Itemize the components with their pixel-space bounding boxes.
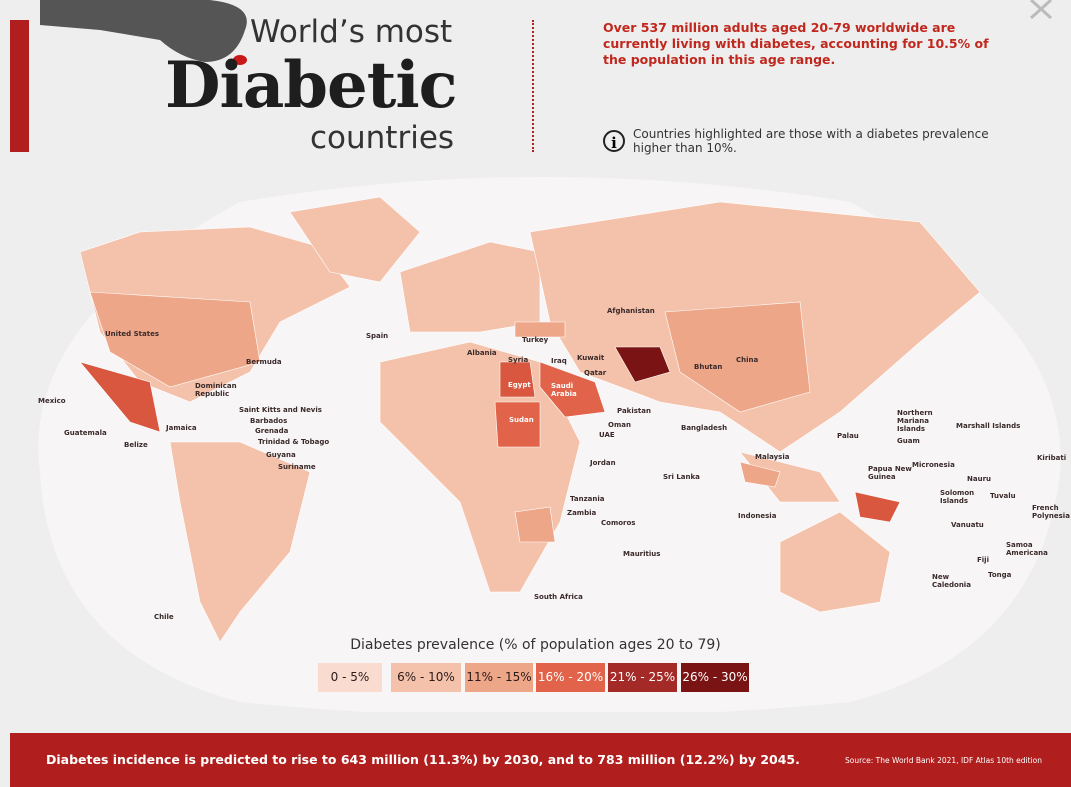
- country-label: Saudi Arabia: [551, 382, 577, 398]
- country-label: New Caledonia: [932, 573, 971, 589]
- title-main: Diabetic: [165, 48, 458, 123]
- country-label: Turkey: [522, 336, 549, 344]
- title-top: World’s most: [250, 14, 453, 50]
- country-label: Samoa Americana: [1006, 541, 1048, 557]
- country-label: Palau: [837, 432, 859, 440]
- country-label: Kuwait: [577, 354, 605, 362]
- country-label: Suriname: [278, 463, 316, 471]
- country-label: Nauru: [967, 475, 992, 483]
- country-label: Bhutan: [694, 363, 723, 371]
- close-icon[interactable]: [1025, 0, 1071, 22]
- country-label: Micronesia: [912, 461, 955, 469]
- country-label: Tonga: [988, 571, 1012, 579]
- divider: [532, 20, 534, 152]
- country-label: Syria: [508, 356, 529, 364]
- country-label: United States: [105, 330, 159, 338]
- country-label: Pakistan: [617, 407, 651, 415]
- country-label: Guatemala: [64, 429, 107, 437]
- country-label: Bangladesh: [681, 424, 728, 432]
- note-text: Countries highlighted are those with a d…: [633, 127, 989, 155]
- country-label: Grenada: [255, 427, 289, 435]
- country-label: Belize: [124, 441, 148, 449]
- country-label: Guyana: [266, 451, 296, 459]
- legend-item: 16% - 20%: [536, 663, 605, 692]
- country-label: Marshall Islands: [956, 422, 1021, 430]
- country-label: Tuvalu: [990, 492, 1016, 500]
- legend-item: 0 - 5%: [318, 663, 382, 692]
- country-label: Jamaica: [166, 424, 197, 432]
- footer-text: Diabetes incidence is predicted to rise …: [46, 752, 800, 767]
- country-label: Tanzania: [570, 495, 605, 503]
- hand-image: [40, 0, 247, 65]
- country-label: Solomon Islands: [940, 489, 975, 505]
- country-label: Northern Mariana Islands: [897, 409, 933, 433]
- info-icon: i: [603, 130, 625, 152]
- legend-item: 26% - 30%: [681, 663, 749, 692]
- legend-item: 21% - 25%: [608, 663, 677, 692]
- country-label: Zambia: [567, 509, 597, 517]
- country-label: Albania: [467, 349, 497, 357]
- country-label: Qatar: [584, 369, 607, 377]
- country-label: Barbados: [250, 417, 288, 425]
- country-label: China: [736, 356, 759, 364]
- country-label: Iraq: [551, 357, 567, 365]
- world-map: [38, 177, 1061, 712]
- country-label: Dominican Republic: [195, 382, 237, 398]
- country-label: Jordan: [590, 459, 616, 467]
- country-label: Sri Lanka: [663, 473, 700, 481]
- legend-title: Diabetes prevalence (% of population age…: [350, 637, 721, 653]
- country-label: Malaysia: [755, 453, 790, 461]
- country-label: Indonesia: [738, 512, 777, 520]
- country-label: Guam: [897, 437, 920, 445]
- country-label: Vanuatu: [951, 521, 984, 529]
- legend-item: 11% - 15%: [465, 663, 533, 692]
- country-label: Mauritius: [623, 550, 661, 558]
- country-label: Afghanistan: [607, 307, 655, 315]
- country-label: Oman: [608, 421, 631, 429]
- country-label: Papua New Guinea: [868, 465, 912, 481]
- country-label: UAE: [599, 431, 615, 439]
- country-label: Trinidad & Tobago: [258, 438, 330, 446]
- country-label: Sudan: [509, 416, 534, 424]
- title-bottom: countries: [310, 120, 455, 156]
- country-label: Fiji: [977, 556, 989, 564]
- accent-bar: [10, 20, 29, 152]
- country-label: French Polynesia: [1032, 504, 1070, 520]
- country-label: Mexico: [38, 397, 66, 405]
- stat-text: Over 537 million adults aged 20-79 world…: [603, 20, 989, 67]
- footer-source: Source: The World Bank 2021, IDF Atlas 1…: [845, 756, 1042, 765]
- country-label: Spain: [366, 332, 389, 340]
- country-label: Saint Kitts and Nevis: [239, 406, 322, 414]
- country-label: Kiribati: [1037, 454, 1067, 462]
- country-label: South Africa: [534, 593, 583, 601]
- footer-bar: [10, 733, 1071, 787]
- country-label: Comoros: [601, 519, 636, 527]
- legend-item: 6% - 10%: [391, 663, 461, 692]
- country-label: Chile: [154, 613, 174, 621]
- country-label: Egypt: [508, 381, 531, 389]
- country-label: Bermuda: [246, 358, 282, 366]
